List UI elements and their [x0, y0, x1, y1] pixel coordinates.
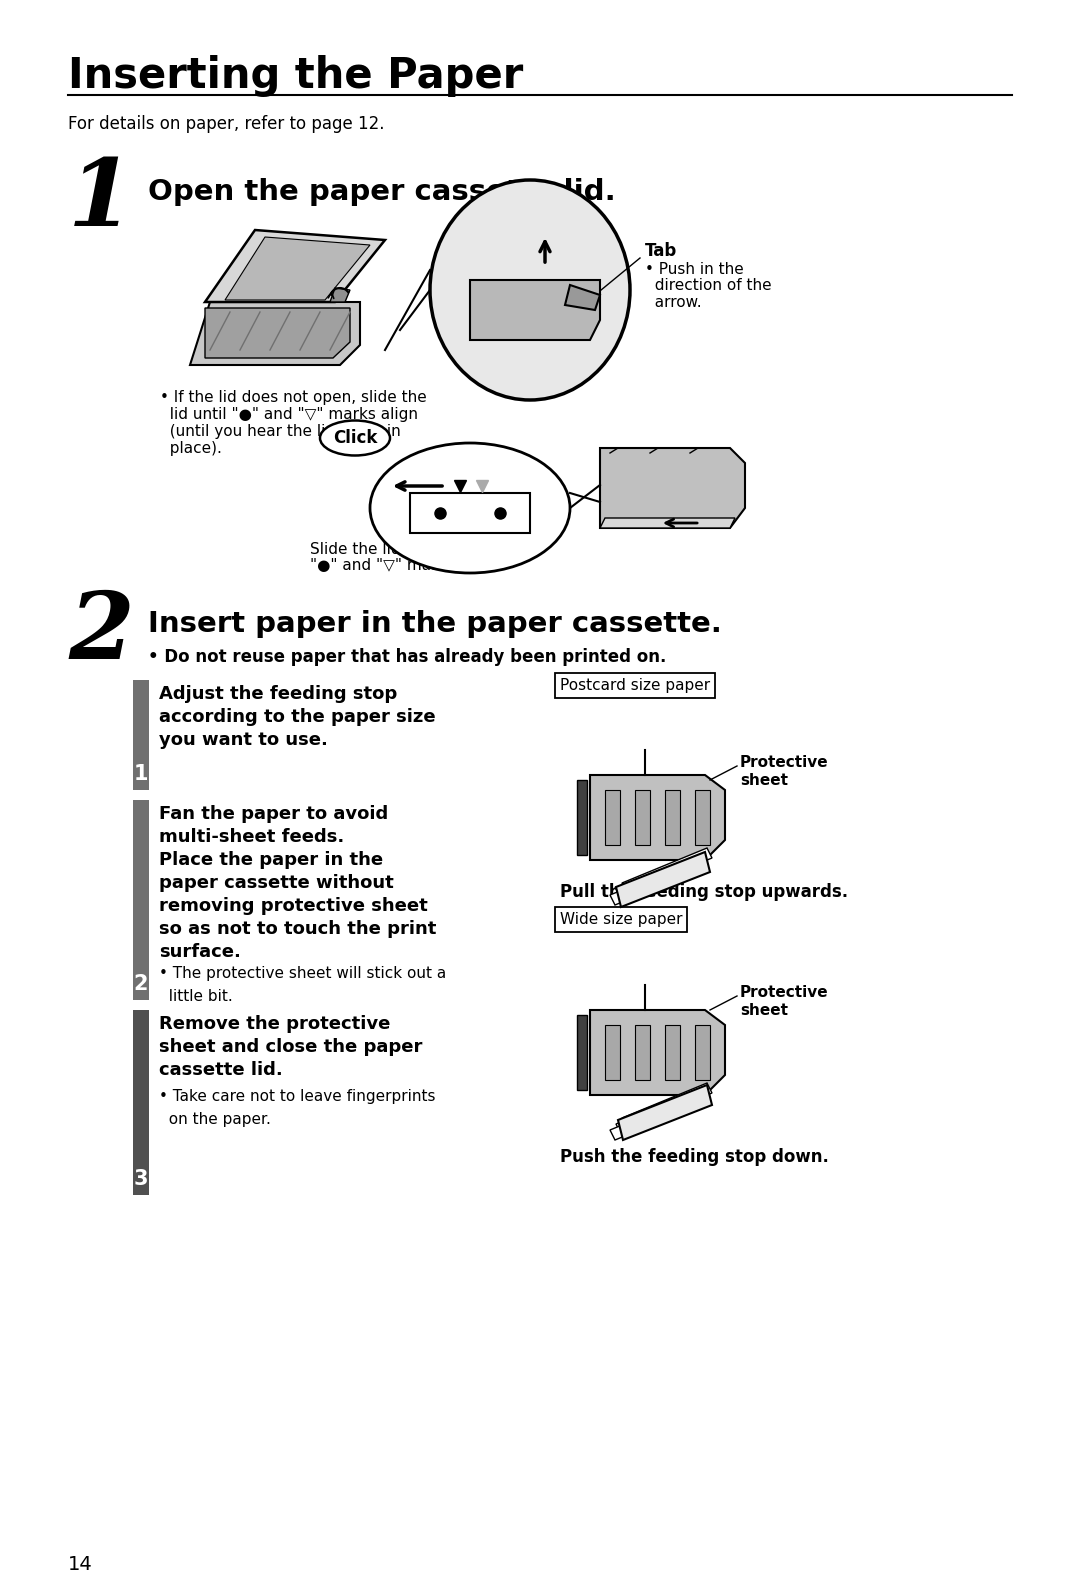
Text: removing protective sheet: removing protective sheet: [159, 896, 428, 915]
Ellipse shape: [320, 420, 390, 455]
Polygon shape: [590, 775, 725, 860]
Text: 2: 2: [134, 974, 148, 993]
Text: Open the paper cassette lid.: Open the paper cassette lid.: [148, 178, 616, 205]
Text: Slide the lid to align: Slide the lid to align: [310, 541, 463, 557]
Bar: [696, 1025, 710, 1079]
Text: 1: 1: [68, 154, 134, 245]
Text: Protective: Protective: [740, 755, 828, 771]
Bar: [133, 1009, 149, 1196]
Text: Fan the paper to avoid: Fan the paper to avoid: [159, 806, 388, 823]
Text: 3: 3: [134, 1169, 148, 1189]
Text: "●" and "▽" marks.: "●" and "▽" marks.: [310, 559, 459, 573]
Text: 14: 14: [68, 1555, 93, 1574]
Text: • Take care not to leave fingerprints: • Take care not to leave fingerprints: [159, 1089, 435, 1103]
Text: arrow.: arrow.: [645, 295, 702, 310]
Text: lid until "●" and "▽" marks align: lid until "●" and "▽" marks align: [160, 408, 418, 422]
Polygon shape: [205, 307, 350, 358]
Text: • The protective sheet will stick out a: • The protective sheet will stick out a: [159, 966, 446, 981]
Text: Adjust the feeding stop: Adjust the feeding stop: [159, 685, 397, 704]
Polygon shape: [565, 285, 600, 310]
Text: 1: 1: [134, 764, 148, 783]
Polygon shape: [600, 517, 735, 529]
Text: sheet and close the paper: sheet and close the paper: [159, 1038, 422, 1055]
Text: Click: Click: [333, 428, 377, 447]
Polygon shape: [190, 302, 360, 365]
Bar: [133, 801, 149, 1000]
Polygon shape: [622, 849, 712, 893]
Polygon shape: [616, 853, 706, 899]
Text: cassette lid.: cassette lid.: [159, 1060, 283, 1079]
Text: Place the paper in the: Place the paper in the: [159, 852, 383, 869]
Polygon shape: [600, 447, 745, 529]
Text: sheet: sheet: [740, 774, 788, 788]
Bar: [665, 790, 680, 845]
Ellipse shape: [370, 443, 570, 573]
Text: surface.: surface.: [159, 942, 241, 962]
Text: so as not to touch the print: so as not to touch the print: [159, 920, 436, 938]
Polygon shape: [470, 280, 600, 341]
Text: Push the feeding stop down.: Push the feeding stop down.: [561, 1148, 828, 1165]
Polygon shape: [330, 288, 350, 302]
Bar: [577, 1016, 588, 1091]
Text: • Push in the: • Push in the: [645, 263, 744, 277]
Polygon shape: [610, 1095, 700, 1140]
Text: Remove the protective: Remove the protective: [159, 1016, 390, 1033]
Text: place).: place).: [160, 441, 221, 455]
Text: little bit.: little bit.: [159, 989, 233, 1005]
Bar: [635, 1025, 650, 1079]
Bar: [605, 1025, 620, 1079]
Text: Inserting the Paper: Inserting the Paper: [68, 56, 523, 97]
Bar: [133, 680, 149, 790]
Text: you want to use.: you want to use.: [159, 731, 328, 748]
Text: paper cassette without: paper cassette without: [159, 874, 394, 892]
Bar: [577, 780, 588, 855]
Text: • If the lid does not open, slide the: • If the lid does not open, slide the: [160, 390, 427, 404]
Text: Postcard size paper: Postcard size paper: [561, 678, 711, 693]
Text: (until you hear the lid catch in: (until you hear the lid catch in: [160, 423, 401, 439]
Text: Protective: Protective: [740, 985, 828, 1000]
Bar: [635, 790, 650, 845]
Text: Wide size paper: Wide size paper: [561, 912, 683, 927]
Polygon shape: [225, 237, 370, 299]
Text: 2: 2: [68, 587, 134, 678]
Text: sheet: sheet: [740, 1003, 788, 1017]
Text: Pull the feeding stop upwards.: Pull the feeding stop upwards.: [561, 884, 848, 901]
Text: on the paper.: on the paper.: [159, 1111, 271, 1127]
Bar: [696, 790, 710, 845]
Bar: [605, 790, 620, 845]
Text: Tab: Tab: [645, 242, 677, 259]
Polygon shape: [622, 1083, 712, 1129]
Polygon shape: [616, 852, 710, 907]
Polygon shape: [610, 860, 700, 904]
Polygon shape: [590, 1009, 725, 1095]
Text: Insert paper in the paper cassette.: Insert paper in the paper cassette.: [148, 610, 721, 638]
Text: according to the paper size: according to the paper size: [159, 708, 435, 726]
Text: • Do not reuse paper that has already been printed on.: • Do not reuse paper that has already be…: [148, 648, 666, 665]
Text: For details on paper, refer to page 12.: For details on paper, refer to page 12.: [68, 115, 384, 134]
Bar: [665, 1025, 680, 1079]
Text: multi-sheet feeds.: multi-sheet feeds.: [159, 828, 345, 845]
Bar: [410, 494, 530, 533]
Polygon shape: [616, 1089, 706, 1134]
Polygon shape: [205, 229, 384, 302]
Ellipse shape: [430, 180, 630, 400]
Text: direction of the: direction of the: [645, 279, 771, 293]
Polygon shape: [618, 1086, 712, 1140]
